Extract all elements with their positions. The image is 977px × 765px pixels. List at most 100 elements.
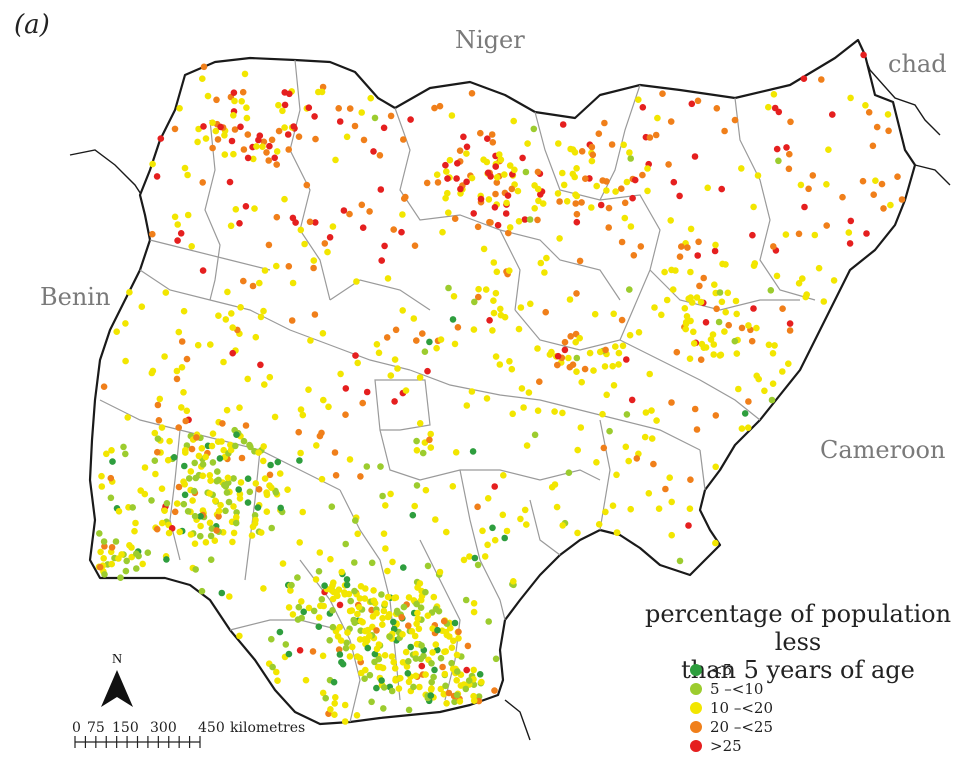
population-point: [429, 649, 436, 656]
population-point: [445, 689, 453, 697]
population-point: [626, 149, 633, 156]
population-point: [122, 567, 130, 575]
population-points: [95, 51, 906, 725]
population-point: [691, 405, 699, 413]
population-point: [451, 619, 459, 627]
population-point: [422, 588, 429, 596]
population-point: [697, 356, 705, 364]
population-point: [209, 459, 217, 466]
population-point: [184, 211, 192, 219]
population-point: [342, 385, 350, 392]
population-point: [237, 123, 244, 131]
population-point: [534, 185, 542, 193]
population-point: [157, 135, 165, 142]
population-point: [480, 245, 488, 253]
population-point: [330, 588, 337, 596]
population-point: [597, 201, 605, 209]
population-point: [148, 497, 155, 504]
population-point: [470, 210, 478, 217]
population-point: [801, 203, 808, 211]
population-point: [273, 148, 281, 155]
population-point: [273, 213, 281, 221]
population-point: [368, 698, 375, 706]
population-point: [470, 326, 478, 333]
population-point: [379, 492, 386, 500]
population-point: [770, 91, 778, 98]
population-point: [244, 154, 252, 162]
population-point: [621, 214, 629, 222]
population-point: [237, 304, 244, 311]
population-point: [539, 200, 547, 207]
population-point: [715, 318, 723, 326]
population-point: [375, 349, 383, 357]
population-point: [502, 210, 510, 217]
population-point: [721, 127, 728, 135]
population-point: [199, 75, 206, 82]
population-point: [117, 574, 124, 581]
population-point: [221, 151, 229, 158]
population-point: [151, 429, 159, 437]
population-point: [485, 196, 493, 203]
population-point: [551, 408, 558, 415]
population-point: [149, 230, 156, 238]
population-point: [644, 165, 651, 172]
population-point: [296, 647, 304, 654]
population-point: [237, 479, 245, 486]
population-point: [302, 676, 310, 684]
population-point: [192, 566, 199, 573]
population-point: [686, 505, 694, 512]
population-point: [295, 603, 303, 611]
population-point: [648, 435, 656, 442]
population-point: [390, 226, 398, 233]
population-point: [390, 658, 398, 666]
population-point: [316, 432, 324, 440]
panel-label: (a): [14, 10, 50, 40]
population-point: [470, 681, 478, 688]
legend-swatch: [690, 701, 702, 714]
population-point: [407, 116, 414, 123]
population-point: [218, 589, 226, 597]
population-point: [277, 504, 285, 512]
population-point: [878, 180, 886, 188]
population-point: [418, 662, 426, 670]
population-point: [731, 116, 739, 124]
population-point: [785, 165, 793, 173]
population-point: [158, 485, 166, 493]
population-point: [339, 660, 347, 668]
population-point: [462, 596, 470, 604]
population-point: [299, 411, 307, 419]
population-point: [423, 179, 431, 187]
population-point: [572, 200, 579, 207]
population-point: [457, 185, 464, 193]
population-point: [732, 297, 740, 305]
scale-unit-label: kilometres: [230, 720, 306, 736]
population-point: [309, 648, 317, 655]
population-point: [767, 287, 775, 294]
population-point: [599, 410, 606, 418]
population-point: [244, 375, 251, 383]
legend-item-label: >25: [710, 736, 742, 755]
population-point: [232, 519, 240, 527]
population-point: [158, 424, 166, 431]
population-point: [621, 199, 629, 207]
population-point: [430, 673, 437, 681]
population-point: [295, 428, 303, 436]
population-point: [560, 181, 568, 189]
population-point: [424, 562, 432, 570]
population-point: [795, 230, 803, 238]
population-point: [319, 83, 327, 91]
population-point: [578, 378, 585, 386]
population-point: [523, 521, 530, 528]
population-point: [673, 348, 681, 356]
population-point: [380, 705, 387, 712]
population-point: [297, 226, 305, 234]
population-point: [713, 105, 721, 112]
population-point: [716, 352, 724, 359]
population-point: [482, 286, 490, 293]
population-point: [144, 549, 152, 556]
population-point: [748, 337, 756, 345]
population-point: [432, 641, 440, 648]
population-point: [755, 375, 762, 383]
population-point: [206, 519, 214, 527]
population-point: [445, 209, 452, 216]
